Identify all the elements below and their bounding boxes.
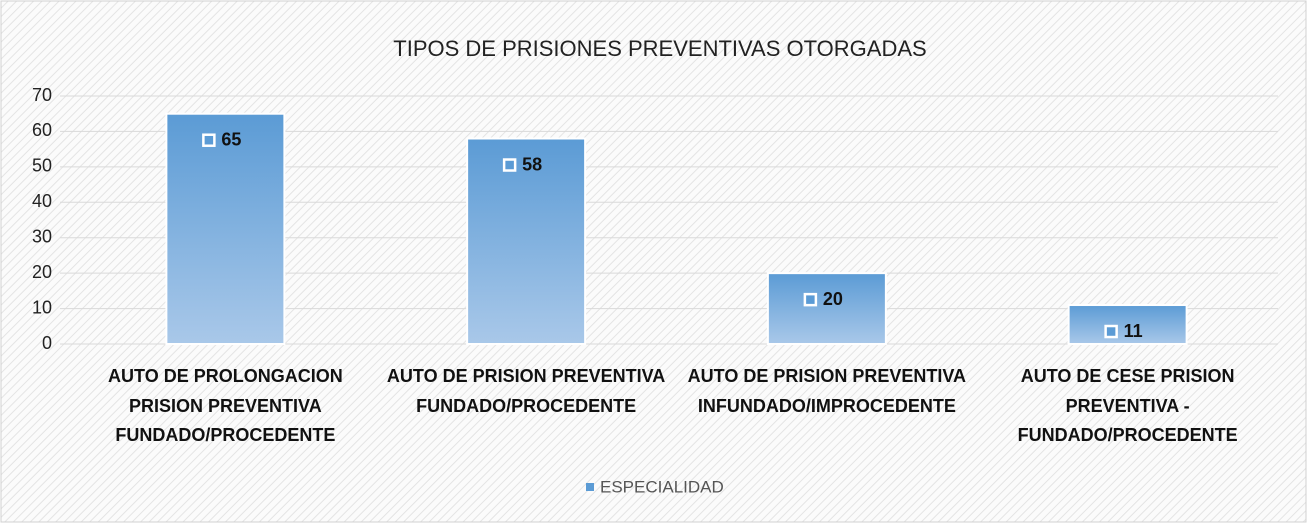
legend-swatch — [586, 483, 594, 491]
y-tick-label: 60 — [32, 120, 52, 140]
y-tick-label: 50 — [32, 156, 52, 176]
y-tick-label: 20 — [32, 262, 52, 282]
data-label-marker — [803, 292, 818, 307]
legend-label: ESPECIALIDAD — [600, 477, 724, 496]
y-tick-label: 0 — [42, 333, 52, 353]
data-label: 65 — [221, 129, 241, 149]
bar — [466, 137, 587, 345]
data-label-marker — [502, 158, 517, 172]
x-tick-label: AUTO DE CESE PRISION PREVENTIVA - FUNDAD… — [1017, 366, 1238, 445]
data-label: 20 — [823, 289, 843, 309]
data-label-marker — [202, 133, 216, 147]
y-tick-label: 70 — [32, 85, 52, 105]
y-tick-label: 10 — [32, 297, 52, 317]
data-label: 11 — [1124, 321, 1143, 341]
y-tick-label: 40 — [32, 191, 52, 211]
data-label-marker — [1104, 324, 1118, 339]
bar — [766, 272, 887, 345]
x-tick-label: AUTO DE PRISION PREVENTIVA INFUNDADO/IMP… — [687, 366, 967, 416]
x-tick-label: AUTO DE PROLONGACION PRISION PREVENTIVA … — [108, 366, 343, 445]
x-tick-label: AUTO DE PRISION PREVENTIVA FUNDADO/PROCE… — [386, 366, 666, 416]
chart-title: TIPOS DE PRISIONES PREVENTIVAS OTORGADAS — [393, 36, 926, 61]
data-label: 58 — [522, 154, 542, 174]
y-tick-label: 30 — [32, 226, 52, 246]
bar — [1067, 304, 1188, 345]
bar — [165, 112, 286, 346]
